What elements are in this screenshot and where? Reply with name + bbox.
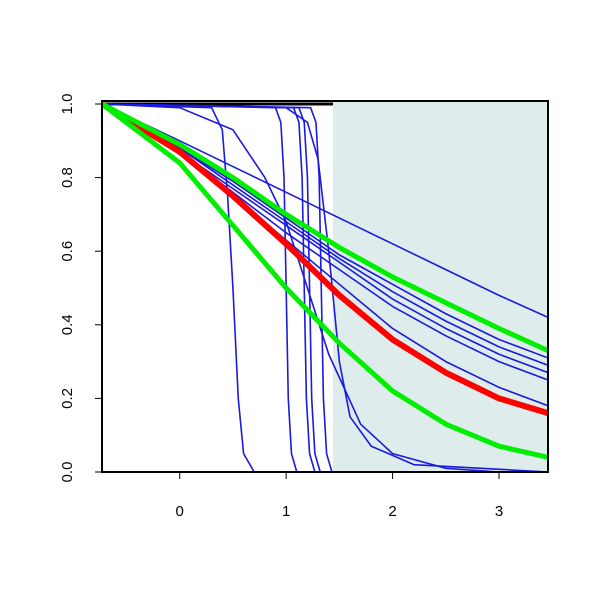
curve (102, 103, 548, 472)
plot-area (102, 102, 548, 472)
curve (102, 102, 548, 353)
curve (102, 103, 548, 359)
curve (102, 102, 548, 416)
y-tick-label: 0.0 (59, 462, 76, 483)
x-tick-label: 3 (495, 503, 503, 520)
y-tick-label: 0.4 (59, 314, 76, 335)
curve (102, 103, 548, 472)
curve (102, 102, 548, 460)
x-tick-label: 0 (176, 503, 184, 520)
y-tick-label: 0.2 (59, 388, 76, 409)
curve (102, 103, 548, 472)
curve (102, 103, 548, 472)
y-tick-label: 0.6 (59, 241, 76, 262)
x-tick-label: 1 (282, 503, 290, 520)
curve (102, 103, 548, 367)
curve (102, 103, 548, 319)
curve (102, 103, 548, 472)
y-tick-label: 0.8 (59, 167, 76, 188)
y-tick-label: 1.0 (59, 94, 76, 115)
shaded-region (332, 102, 548, 472)
x-tick-label: 2 (388, 503, 396, 520)
plot-frame (101, 100, 549, 473)
